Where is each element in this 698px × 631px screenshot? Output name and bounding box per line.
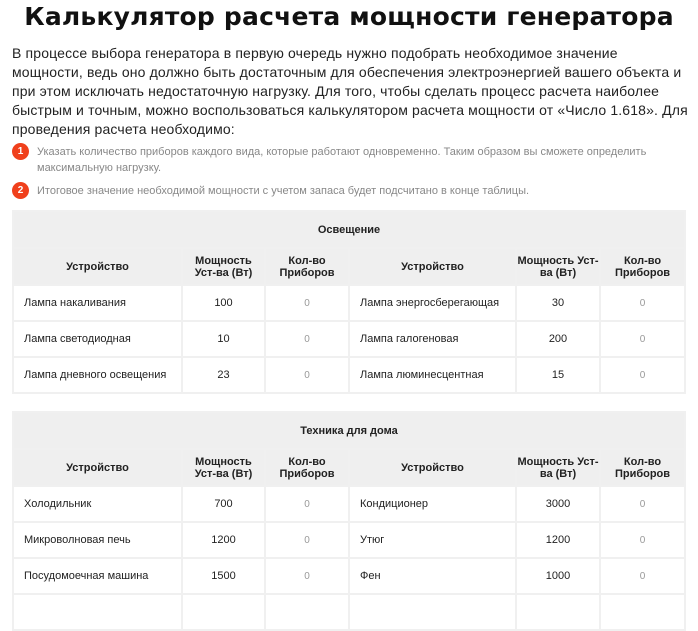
column-header-power: Мощность Уст-ва (Вт) [181,247,266,286]
intro-text: В процессе выбора генератора в первую оч… [12,45,688,137]
table-caption: Техника для дома [12,411,686,450]
column-header-power: Мощность Уст-ва (Вт) [181,448,266,487]
device-power [181,593,266,631]
device-count-input[interactable]: 0 [264,485,350,523]
device-count-input[interactable] [599,593,686,631]
step-text: Указать количество приборов каждого вида… [37,146,647,174]
device-name: Утюг [348,521,517,559]
device-count-input[interactable]: 0 [264,521,350,559]
device-power: 3000 [515,485,601,523]
device-name: Лампа галогеновая [348,320,517,358]
device-name: Лампа дневного освещения [12,356,183,394]
device-power: 10 [181,320,266,358]
device-power: 15 [515,356,601,394]
device-count-input[interactable]: 0 [599,521,686,559]
home-appliances-table: Техника для дома Устройство Мощность Уст-в… [12,411,686,631]
table-caption: Освещение [11,210,687,249]
table-row: Лампа светодиодная 10 0 Лампа галогеновая 20… [12,320,687,358]
device-name: Холодильник [12,485,183,523]
device-power: 1500 [181,557,266,595]
device-count-input[interactable]: 0 [598,356,687,394]
device-name: Лампа накаливания [12,284,183,322]
device-power: 200 [515,320,601,358]
device-power: 1200 [181,521,266,559]
device-count-input[interactable]: 0 [598,320,687,358]
device-count-input[interactable]: 0 [264,320,350,358]
device-power: 23 [181,356,266,394]
table-row: Микроволновая печь 1200 0 Утюг 1200 0 [12,521,686,559]
column-header-device: Устройство [12,247,183,286]
device-name: Лампа люминесцентная [348,356,517,394]
table-row [12,593,686,631]
step-2: 2 Итоговое значение необходимой мощности… [12,182,652,199]
column-header-count: Кол-во Приборов [264,247,350,286]
device-power: 700 [181,485,266,523]
device-name: Кондиционер [348,485,517,523]
device-power [515,593,601,631]
device-count-input[interactable]: 0 [598,284,687,322]
device-power: 1200 [515,521,601,559]
column-header-count: Кол-во Приборов [599,448,686,487]
column-header-count: Кол-во Приборов [264,448,350,487]
device-power: 100 [181,284,266,322]
column-header-power: Мощность Уст-ва (Вт) [515,448,601,487]
column-header-device: Устройство [12,448,183,487]
device-name: Фен [348,557,517,595]
step-1: 1 Указать количество приборов каждого ви… [12,143,652,176]
device-name [348,593,517,631]
page-title: Калькулятор расчета мощности генератора [24,2,674,31]
device-count-input[interactable]: 0 [599,485,686,523]
column-header-device: Устройство [348,448,517,487]
device-power: 30 [515,284,601,322]
device-count-input[interactable]: 0 [599,557,686,595]
column-header-device: Устройство [348,247,517,286]
device-count-input[interactable]: 0 [264,356,350,394]
device-name: Лампа светодиодная [12,320,183,358]
column-header-count: Кол-во Приборов [598,247,687,286]
step-text: Итоговое значение необходимой мощности с… [37,185,530,197]
device-name: Посудомоечная машина [12,557,183,595]
table-row: Холодильник 700 0 Кондиционер 3000 0 [12,485,686,523]
device-count-input[interactable]: 0 [264,557,350,595]
table-row: Лампа накаливания 100 0 Лампа энергосберега… [12,284,687,322]
device-name: Микроволновая печь [12,521,183,559]
table-row: Посудомоечная машина 1500 0 Фен 1000 0 [12,557,686,595]
device-count-input[interactable] [264,593,350,631]
column-header-power: Мощность Уст-ва (Вт) [515,247,601,286]
device-name [12,593,183,631]
device-power: 1000 [515,557,601,595]
device-count-input[interactable]: 0 [264,284,350,322]
device-name: Лампа энергосберегающая [348,284,517,322]
step-number-badge: 1 [12,143,29,160]
table-row: Лампа дневного освещения 23 0 Лампа люминес… [12,356,687,394]
step-number-badge: 2 [12,182,29,199]
lighting-table: Освещение Устройство Мощность Уст-ва (Вт) К… [11,210,687,394]
